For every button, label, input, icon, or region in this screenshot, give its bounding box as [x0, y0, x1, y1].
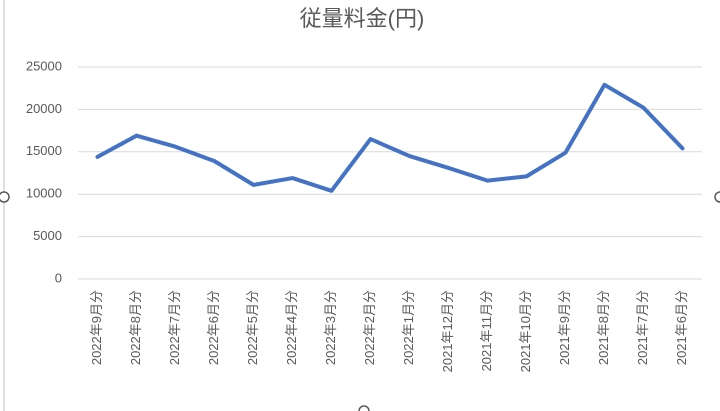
- x-tick-label: 2022年9月分: [89, 290, 104, 365]
- x-tick-label: 2021年7月分: [635, 290, 650, 365]
- x-tick-label: 2022年3月分: [323, 290, 338, 365]
- x-tick-label: 2022年6月分: [206, 290, 221, 365]
- y-tick-label: 25000: [26, 58, 62, 73]
- y-tick-label: 10000: [26, 186, 62, 201]
- x-tick-label: 2022年7月分: [167, 290, 182, 365]
- resize-handle[interactable]: [358, 405, 370, 411]
- y-tick-label: 20000: [26, 101, 62, 116]
- x-tick-label: 2022年1月分: [401, 290, 416, 365]
- y-tick-label: 5000: [33, 228, 62, 243]
- chart-title: 従量料金(円): [300, 6, 425, 31]
- x-tick-label: 2021年11月分: [479, 290, 494, 371]
- x-tick-label: 2021年6月分: [674, 290, 689, 365]
- x-tick-label: 2021年10月分: [518, 290, 533, 372]
- data-line: [95, 82, 685, 193]
- x-tick-label: 2022年8月分: [128, 290, 143, 365]
- resize-handle[interactable]: [0, 191, 10, 203]
- x-tick-label: 2021年12月分: [440, 290, 455, 372]
- x-tick-label: 2022年2月分: [362, 290, 377, 365]
- resize-handle[interactable]: [714, 191, 720, 203]
- x-tick-label: 2021年8月分: [596, 290, 611, 365]
- y-tick-label: 0: [55, 270, 62, 285]
- y-tick-label: 15000: [26, 143, 62, 158]
- x-tick-label: 2022年4月分: [284, 290, 299, 365]
- x-tick-label: 2022年5月分: [245, 290, 260, 365]
- x-tick-label: 2021年9月分: [557, 290, 572, 365]
